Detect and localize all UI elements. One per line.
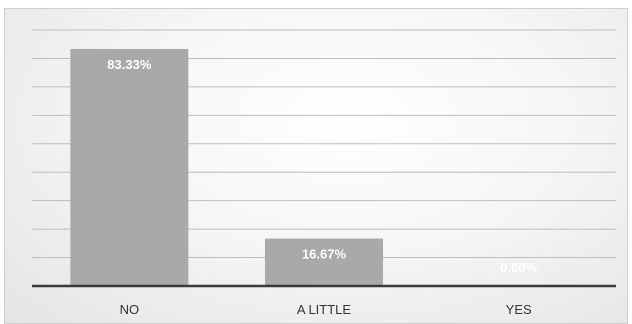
x-tick-labels: NO A LITTLE YES: [120, 302, 532, 317]
x-tick-label-no: NO: [120, 302, 140, 317]
x-tick-label-a-little: A LITTLE: [297, 302, 352, 317]
bar-no: [70, 48, 189, 286]
data-labels: 83.33% 16.67% 0.00%: [107, 57, 537, 275]
bars: [70, 48, 383, 286]
data-label-no: 83.33%: [107, 57, 152, 72]
data-label-a-little: 16.67%: [302, 247, 347, 262]
x-tick-label-yes: YES: [506, 302, 532, 317]
bar-a-little: [265, 238, 383, 286]
data-label-yes: 0.00%: [500, 260, 537, 275]
